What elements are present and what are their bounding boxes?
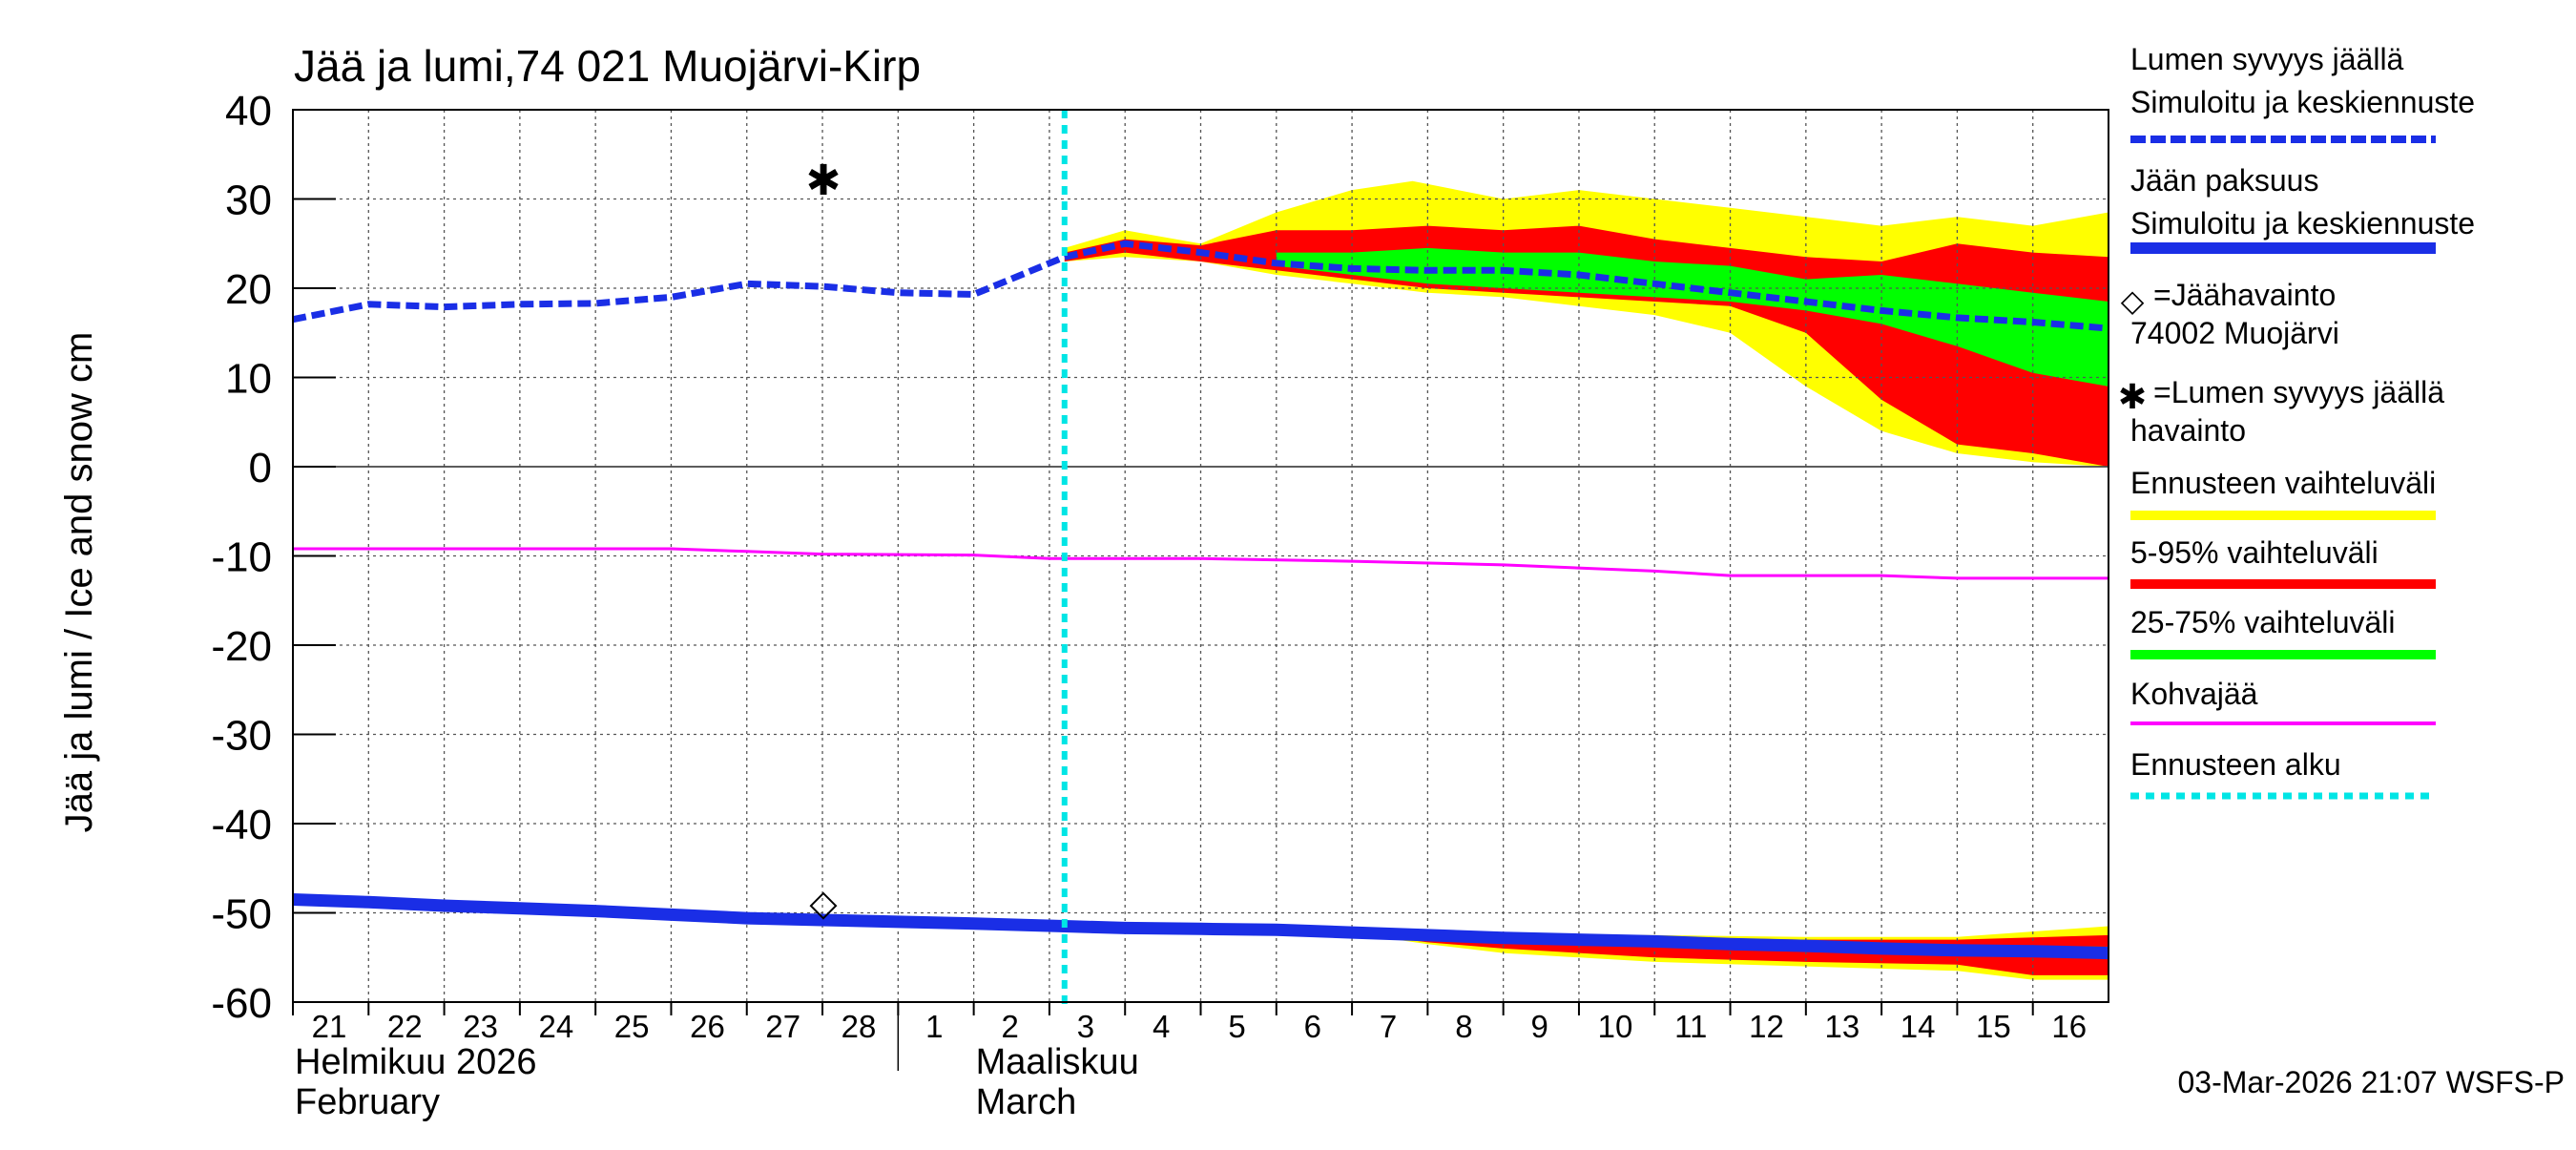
legend-marker-3: ✱ — [2118, 377, 2147, 416]
legend-label-1: Jään paksuus — [2130, 163, 2318, 198]
x-tick-label: 7 — [1380, 1009, 1397, 1044]
y-tick-label: -20 — [211, 623, 272, 670]
y-tick-label: 20 — [225, 266, 272, 313]
legend-sublabel-2: 74002 Muojärvi — [2130, 316, 2339, 350]
band-2 — [1276, 247, 2109, 387]
observations: ◇✱ — [806, 157, 841, 924]
x-tick-label: 6 — [1304, 1009, 1321, 1044]
ice-thickness-line — [292, 893, 2109, 960]
month-label-en: March — [976, 1082, 1077, 1122]
chart-title: Jää ja lumi,74 021 Muojärvi-Kirp — [294, 41, 921, 91]
y-tick-label: -50 — [211, 891, 272, 938]
ice-observation-marker: ◇ — [809, 884, 838, 924]
legend-label-6: 25-75% vaihteluväli — [2130, 605, 2396, 639]
legend-sublabel-0: Simuloitu ja keskiennuste — [2130, 85, 2475, 119]
x-tick-label: 21 — [312, 1009, 347, 1044]
x-tick-label: 8 — [1455, 1009, 1472, 1044]
legend-label-3: =Lumen syvyys jäällä — [2153, 375, 2444, 409]
x-tick-label: 16 — [2051, 1009, 2087, 1044]
legend-label-2: =Jäähavainto — [2153, 278, 2336, 312]
legend-label-7: Kohvajää — [2130, 677, 2258, 711]
month-label-en: February — [295, 1082, 440, 1122]
y-tick-label: 40 — [225, 88, 272, 135]
x-tick-label: 12 — [1749, 1009, 1784, 1044]
legend-sublabel-1: Simuloitu ja keskiennuste — [2130, 206, 2475, 240]
x-tick-label: 13 — [1824, 1009, 1859, 1044]
x-tick-label: 1 — [925, 1009, 943, 1044]
month-label-fi: Helmikuu 2026 — [295, 1042, 536, 1082]
y-tick-label: -60 — [211, 980, 272, 1027]
y-axis-label: Jää ja lumi / Ice and snow cm — [58, 332, 100, 833]
legend-label-8: Ennusteen alku — [2130, 747, 2341, 782]
x-tick-label: 3 — [1077, 1009, 1094, 1044]
legend: Lumen syvyys jäällä Simuloitu ja keskienn… — [2118, 42, 2475, 800]
legend-label-5: 5-95% vaihteluväli — [2130, 535, 2379, 570]
x-tick-label: 11 — [1674, 1009, 1707, 1044]
legend-label-4: Ennusteen vaihteluväli — [2130, 466, 2436, 500]
grid — [293, 110, 2109, 1002]
y-tick-label: -30 — [211, 713, 272, 760]
timestamp: 03-Mar-2026 21:07 WSFS-P — [2178, 1065, 2566, 1099]
month-label-fi: Maaliskuu — [976, 1042, 1139, 1082]
x-tick-label: 14 — [1901, 1009, 1936, 1044]
y-tick-label: 30 — [225, 178, 272, 224]
snow-depth-line — [292, 240, 2109, 332]
x-tick-label: 23 — [463, 1009, 498, 1044]
x-tick-label: 5 — [1228, 1009, 1245, 1044]
y-tick-label: 10 — [225, 356, 272, 403]
x-tick-label: 15 — [1976, 1009, 2011, 1044]
x-tick-label: 10 — [1598, 1009, 1633, 1044]
slush-line — [293, 547, 2109, 580]
legend-sublabel-3: havainto — [2130, 413, 2246, 448]
x-tick-label: 27 — [765, 1009, 800, 1044]
y-tick-label: -10 — [211, 534, 272, 581]
snow-observation-marker: ✱ — [806, 157, 841, 204]
y-tick-label: -40 — [211, 802, 272, 848]
x-tick-label: 26 — [690, 1009, 725, 1044]
legend-label-0: Lumen syvyys jäällä — [2130, 42, 2404, 76]
x-tick-label: 28 — [841, 1009, 877, 1044]
legend-marker-2: ◇ — [2121, 283, 2145, 318]
x-tick-label: 2 — [1001, 1009, 1018, 1044]
x-tick-label: 24 — [539, 1009, 574, 1044]
series-lines — [292, 110, 2109, 1010]
x-tick-label: 4 — [1153, 1009, 1170, 1044]
x-tick-label: 22 — [387, 1009, 423, 1044]
x-tick-label: 25 — [614, 1009, 650, 1044]
x-tick-label: 9 — [1530, 1009, 1548, 1044]
y-tick-label: 0 — [249, 445, 272, 491]
